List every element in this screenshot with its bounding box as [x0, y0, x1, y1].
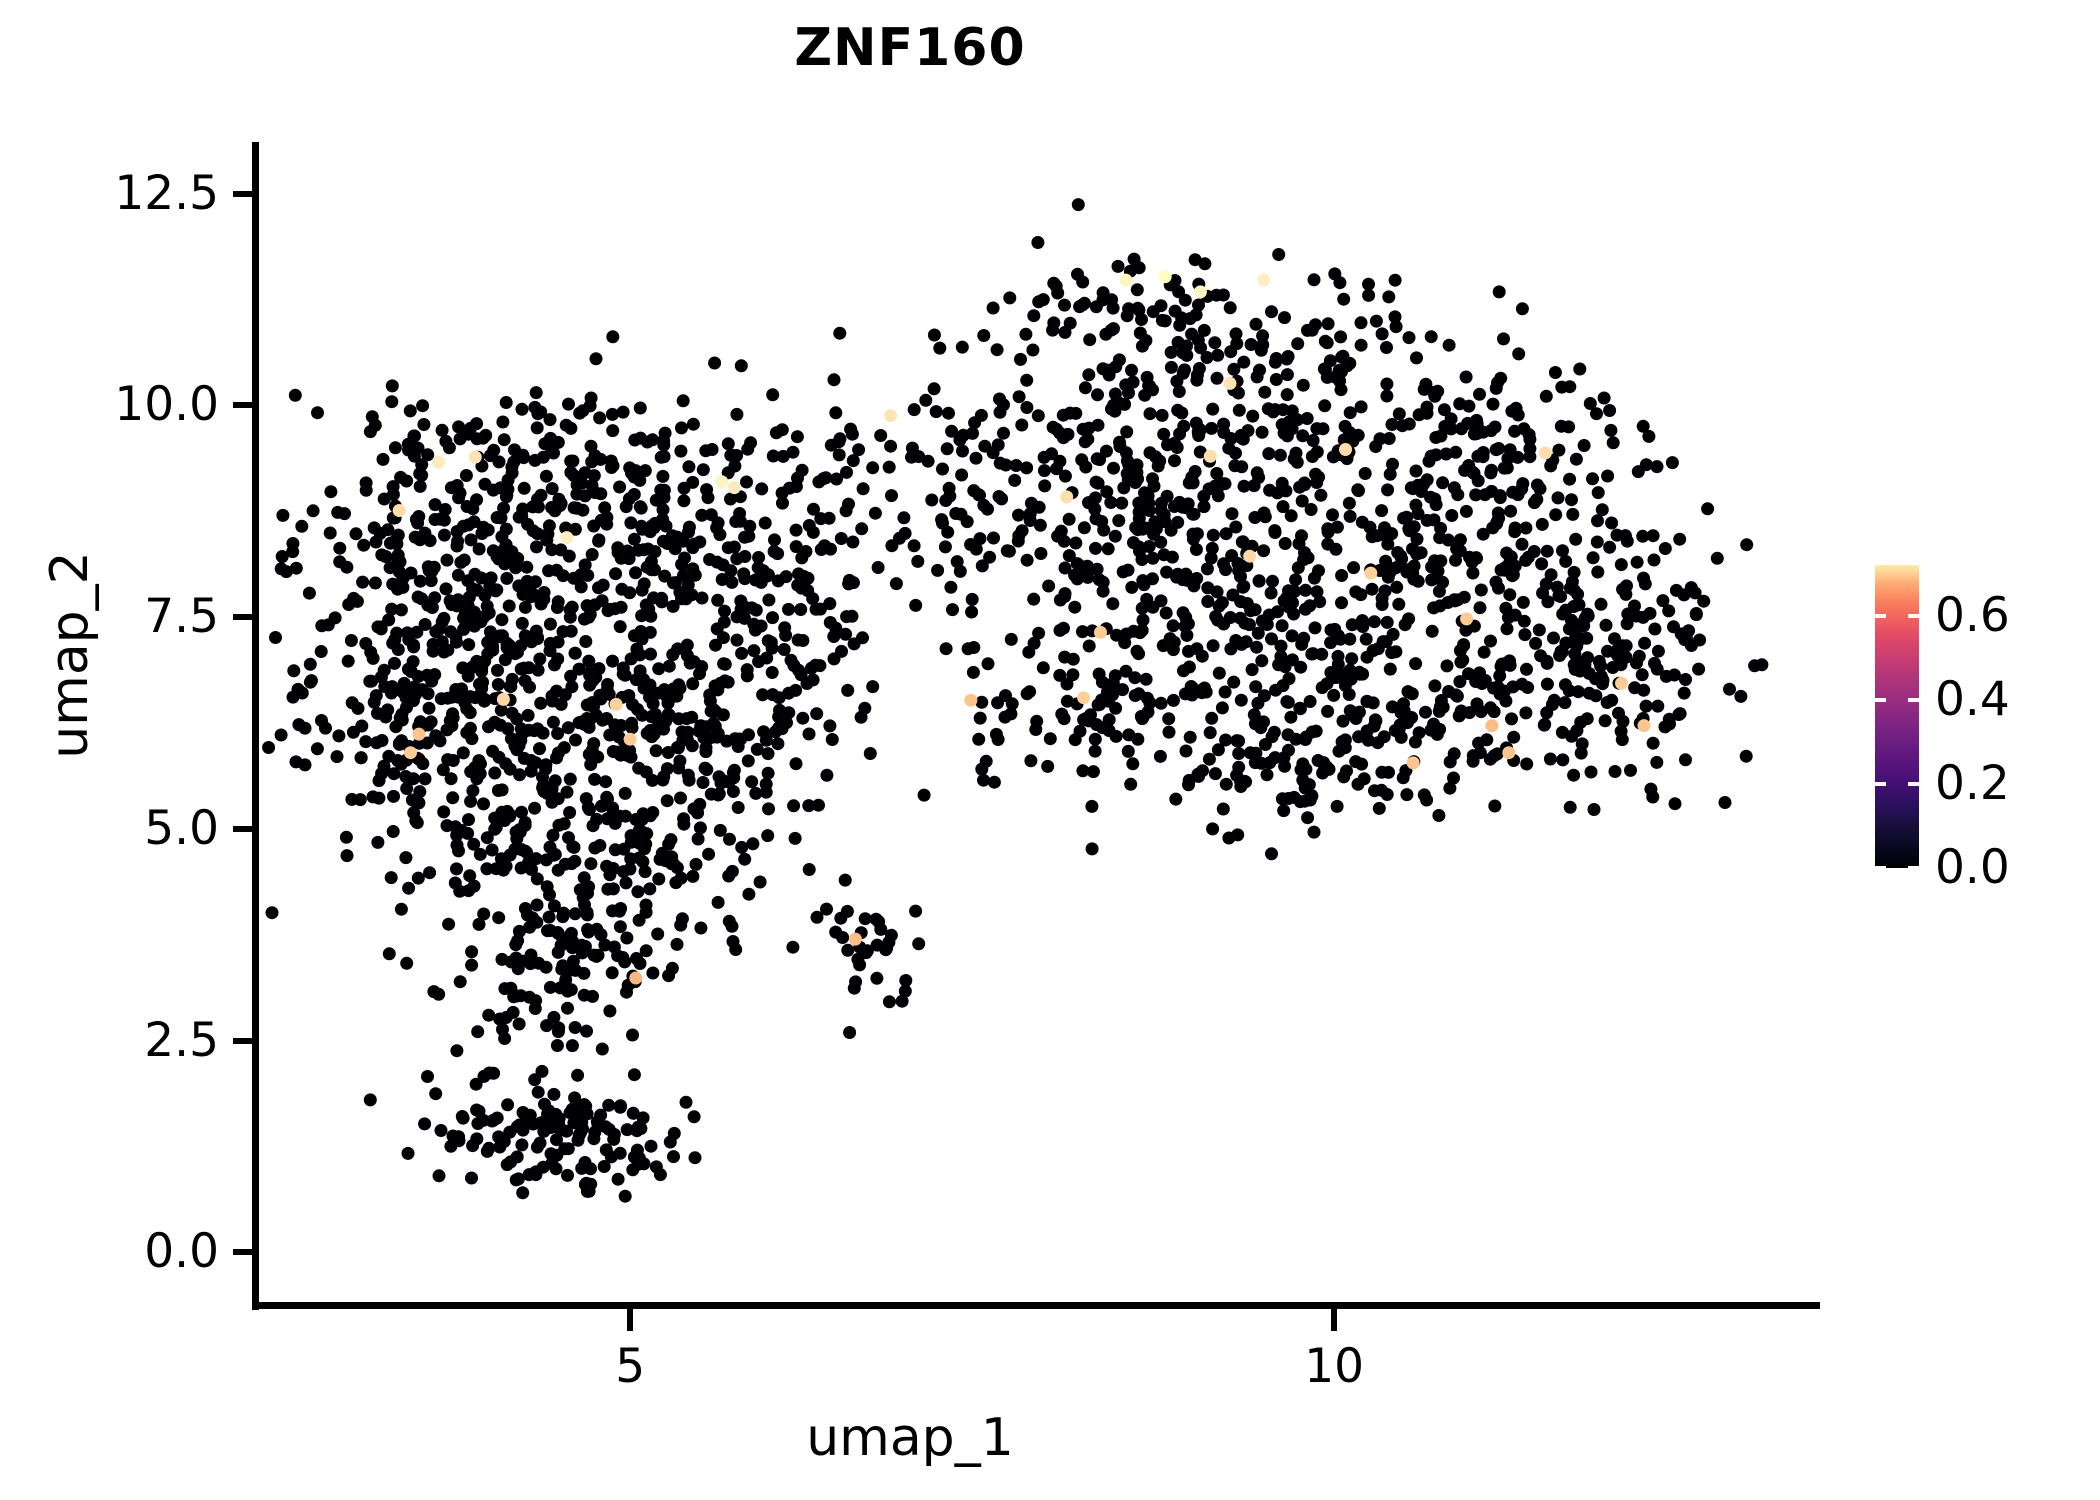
colorbar-tick-mark — [1875, 613, 1886, 618]
x-axis-label: umap_1 — [806, 1408, 1014, 1468]
y-tick-mark — [233, 402, 255, 409]
y-tick-mark — [233, 825, 255, 832]
y-tick-label: 10.0 — [114, 377, 219, 433]
y-tick-label: 2.5 — [144, 1012, 219, 1068]
colorbar-tick-label: 0.0 — [1935, 840, 2010, 895]
y-tick-mark — [233, 1037, 255, 1044]
y-tick-mark — [233, 1249, 255, 1256]
colorbar-tick-mark — [1908, 697, 1919, 702]
scatter-points-layer — [262, 198, 1769, 1203]
scatter-point-group — [262, 198, 1769, 1203]
y-tick-label: 12.5 — [114, 165, 219, 221]
colorbar-tick-label: 0.4 — [1935, 671, 2010, 727]
chart-title: ZNF160 — [794, 18, 1026, 78]
x-tick-label: 5 — [615, 1339, 646, 1394]
colorbar-tick-mark — [1908, 781, 1919, 786]
y-tick-mark — [233, 190, 255, 197]
colorbar-tick-label: 0.2 — [1935, 755, 2010, 811]
colorbar-tick-label: 0.6 — [1935, 587, 2010, 643]
colorbar-tick-mark — [1908, 613, 1919, 618]
colorbar-tick-mark — [1875, 697, 1886, 702]
y-axis-label: umap_2 — [40, 551, 100, 759]
x-tick-mark — [627, 1309, 634, 1331]
x-tick-label: 10 — [1304, 1339, 1365, 1394]
y-tick-label: 7.5 — [144, 589, 219, 645]
plot-canvas — [257, 142, 1820, 1305]
x-axis-spine — [252, 1302, 1820, 1309]
y-tick-label: 5.0 — [144, 800, 219, 856]
y-axis-spine — [252, 142, 259, 1310]
x-tick-mark — [1331, 1309, 1338, 1331]
colorbar-tick-mark — [1908, 866, 1919, 870]
y-tick-mark — [233, 614, 255, 621]
colorbar-gradient — [1875, 565, 1919, 868]
colorbar: 0.0 0.2 0.4 0.6 — [1875, 565, 2075, 891]
colorbar-tick-mark — [1875, 866, 1886, 870]
colorbar-tick-mark — [1875, 781, 1886, 786]
y-tick-label: 0.0 — [144, 1224, 219, 1280]
